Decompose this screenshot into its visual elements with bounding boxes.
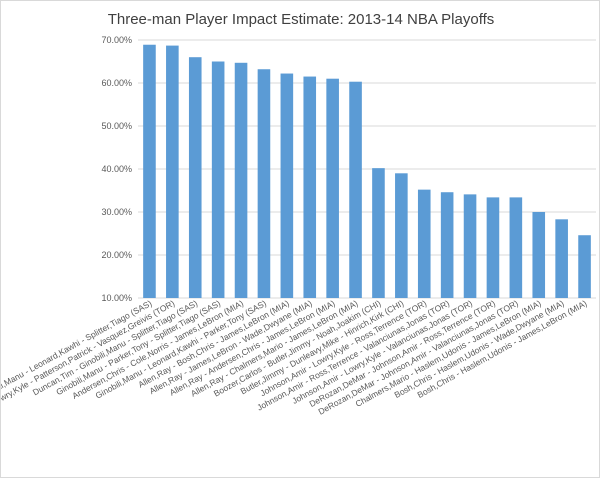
bar — [578, 235, 591, 298]
bar — [143, 44, 156, 299]
bar — [532, 212, 546, 298]
bar — [234, 62, 248, 298]
y-tick-label: 70.00% — [101, 35, 132, 45]
y-tick-label: 10.00% — [101, 293, 132, 303]
bar — [166, 45, 179, 299]
y-tick-label: 60.00% — [101, 78, 132, 88]
bar — [349, 81, 362, 299]
y-tick-label: 20.00% — [101, 250, 132, 260]
bar — [417, 189, 431, 298]
bar — [395, 173, 408, 298]
bar — [440, 192, 454, 298]
bar — [280, 73, 294, 298]
bar — [211, 61, 225, 298]
chart-title: Three-man Player Impact Estimate: 2013-1… — [107, 11, 495, 28]
bar — [555, 219, 568, 298]
y-tick-label: 50.00% — [101, 121, 132, 131]
bar — [303, 76, 317, 298]
y-tick-label: 40.00% — [101, 164, 132, 174]
bar — [257, 69, 271, 299]
bar — [188, 57, 202, 299]
y-tick-label: 30.00% — [101, 207, 132, 217]
bar — [486, 197, 500, 298]
bar — [463, 194, 477, 298]
bar — [509, 197, 523, 298]
bar — [372, 168, 385, 298]
bar — [326, 78, 339, 298]
